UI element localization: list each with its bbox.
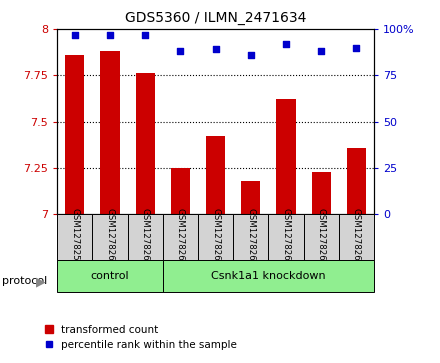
Point [71, 32, 78, 37]
Title: GDS5360 / ILMN_2471634: GDS5360 / ILMN_2471634 [125, 11, 306, 25]
Bar [312, 172, 331, 214]
Text: control: control [91, 271, 129, 281]
Bar [233, 214, 268, 260]
Bar [241, 181, 260, 214]
Text: GSM1278266: GSM1278266 [317, 208, 326, 266]
Text: GSM1278260: GSM1278260 [106, 208, 114, 266]
Text: GSM1278259: GSM1278259 [70, 208, 79, 266]
Text: protocol: protocol [2, 276, 48, 286]
Legend: transformed count, percentile rank within the sample: transformed count, percentile rank withi… [40, 321, 241, 354]
Bar [198, 214, 233, 260]
Text: GSM1278261: GSM1278261 [141, 208, 150, 266]
Point [353, 45, 360, 50]
Bar [163, 260, 374, 292]
Point [142, 32, 149, 37]
Bar [57, 260, 163, 292]
Bar [100, 51, 120, 214]
Bar [347, 147, 366, 214]
Point [177, 48, 184, 54]
Point [247, 52, 254, 58]
Point [212, 46, 219, 52]
Point [106, 32, 114, 37]
Bar [171, 168, 190, 214]
Bar [206, 136, 225, 214]
Bar [268, 214, 304, 260]
Text: GSM1278264: GSM1278264 [246, 208, 255, 266]
Text: ▶: ▶ [36, 276, 46, 289]
Text: GSM1278267: GSM1278267 [352, 208, 361, 266]
Text: GSM1278263: GSM1278263 [211, 208, 220, 266]
Text: GSM1278262: GSM1278262 [176, 208, 185, 266]
Bar [276, 99, 296, 214]
Bar [65, 55, 84, 214]
Bar [128, 214, 163, 260]
Bar [339, 214, 374, 260]
Bar [57, 214, 92, 260]
Text: GSM1278265: GSM1278265 [282, 208, 290, 266]
Bar [304, 214, 339, 260]
Bar [92, 214, 128, 260]
Text: Csnk1a1 knockdown: Csnk1a1 knockdown [211, 271, 326, 281]
Bar [163, 214, 198, 260]
Point [318, 48, 325, 54]
Point [282, 41, 290, 47]
Bar [136, 73, 155, 214]
